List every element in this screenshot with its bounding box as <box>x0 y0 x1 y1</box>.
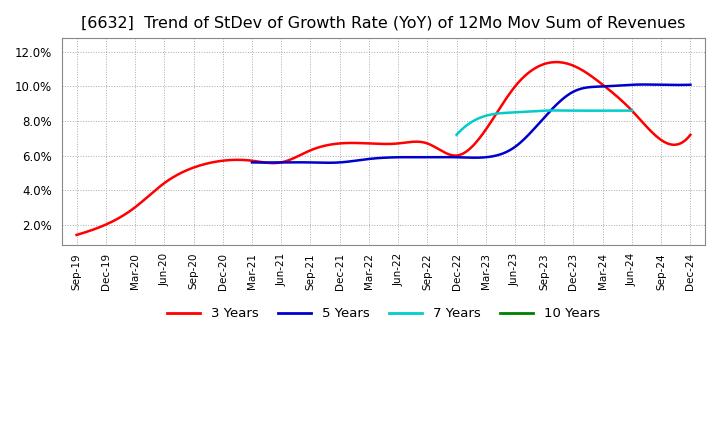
7 Years <box>612 108 621 113</box>
3 Years <box>74 232 83 237</box>
7 Years <box>452 132 461 137</box>
5 Years <box>518 139 526 144</box>
5 Years <box>686 82 695 88</box>
3 Years <box>448 153 456 158</box>
3 Years <box>72 232 81 238</box>
7 Years <box>560 108 569 113</box>
7 Years <box>552 108 560 113</box>
5 Years <box>248 160 256 165</box>
Line: 3 Years: 3 Years <box>76 62 690 235</box>
5 Years <box>510 145 518 150</box>
3 Years <box>592 77 600 82</box>
5 Years <box>508 146 517 151</box>
5 Years <box>618 83 627 88</box>
3 Years <box>438 148 446 154</box>
Line: 5 Years: 5 Years <box>252 84 690 163</box>
5 Years <box>648 82 657 87</box>
3 Years <box>686 132 695 137</box>
3 Years <box>436 147 444 153</box>
7 Years <box>557 108 566 113</box>
7 Years <box>557 108 565 113</box>
3 Years <box>553 59 562 65</box>
5 Years <box>324 160 333 165</box>
5 Years <box>641 82 649 87</box>
7 Years <box>628 108 636 113</box>
5 Years <box>249 160 258 165</box>
7 Years <box>453 132 462 137</box>
3 Years <box>631 111 639 117</box>
7 Years <box>600 108 609 113</box>
Title: [6632]  Trend of StDev of Growth Rate (YoY) of 12Mo Mov Sum of Revenues: [6632] Trend of StDev of Growth Rate (Yo… <box>81 15 685 30</box>
Line: 7 Years: 7 Years <box>456 110 632 135</box>
Legend: 3 Years, 5 Years, 7 Years, 10 Years: 3 Years, 5 Years, 7 Years, 10 Years <box>162 302 606 326</box>
